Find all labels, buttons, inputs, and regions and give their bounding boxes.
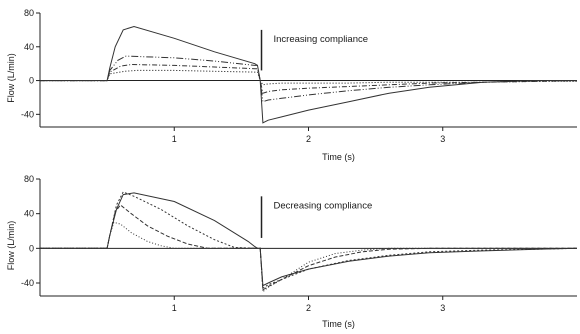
- series-line-1: [40, 69, 577, 86]
- y-tick-label: 40: [24, 42, 34, 52]
- chart-panel-1: 80 40 0 -40 1 2 3 Time (s) Flow (L/min) Increasin…: [6, 8, 578, 162]
- series-line-3: [40, 55, 577, 103]
- y-tick-label: -40: [21, 109, 34, 119]
- x-tick-label: 3: [440, 134, 445, 144]
- x-tick-label: 2: [306, 134, 311, 144]
- y-tick-label: -40: [21, 278, 34, 288]
- y-axis-label: Flow (L/min): [6, 53, 16, 103]
- y-tick-label: 40: [24, 209, 34, 219]
- chart-panel-2: 80 40 0 -40 1 2 3 Time (s) Flow (L/min) Decreasin…: [6, 174, 578, 329]
- series-line-1: [40, 192, 578, 287]
- x-tick-label: 1: [172, 134, 177, 144]
- annotation-label: Increasing compliance: [274, 34, 369, 45]
- x-tick-label: 3: [440, 303, 445, 313]
- y-tick-label: 80: [24, 174, 34, 184]
- annotation-label: Decreasing compliance: [274, 200, 373, 211]
- y-tick-label: 80: [24, 8, 34, 18]
- series-line-2: [40, 63, 578, 94]
- y-tick-label: 0: [29, 243, 34, 253]
- x-axis-label: Time (s): [322, 319, 355, 329]
- y-tick-label: 0: [29, 76, 34, 86]
- x-tick-label: 1: [172, 303, 177, 313]
- x-axis-label: Time (s): [322, 152, 355, 162]
- series-line-4: [40, 221, 577, 293]
- series-line-4: [40, 25, 577, 124]
- y-axis-label: Flow (L/min): [6, 221, 16, 271]
- series-line-3: [40, 204, 577, 291]
- x-tick-label: 2: [306, 303, 311, 313]
